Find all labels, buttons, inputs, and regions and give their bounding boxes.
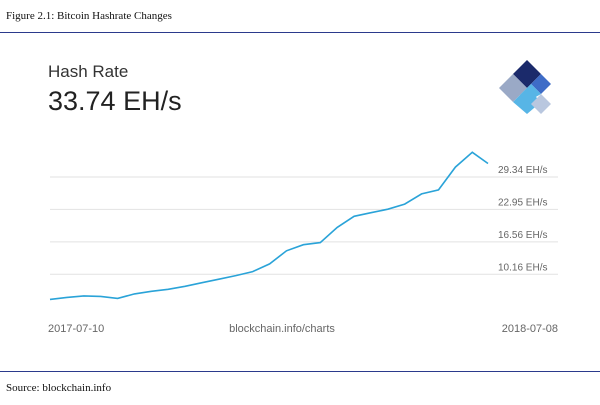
x-label-end: 2018-07-08: [502, 323, 558, 335]
y-tick-label: 29.34 EH/s: [498, 165, 547, 176]
hash-rate-chart: 10.16 EH/s 16.56 EH/s 22.95 EH/s 29.34 EH/s…: [48, 151, 558, 335]
hash-rate-series-line: [49, 151, 489, 301]
y-tick-label: 10.16 EH/s: [498, 262, 547, 273]
hash-rate-value: 33.74 EH/s: [48, 86, 182, 116]
figure-source: Source: blockchain.info: [6, 382, 112, 394]
figure-caption: Figure 2.1: Bitcoin Hashrate Changes: [6, 10, 172, 22]
x-label-start: 2017-07-10: [48, 323, 104, 335]
x-label-source: blockchain.info/charts: [229, 323, 335, 335]
chart-card: Hash Rate 33.74 EH/s 10.16 EH/s 16.56 EH/…: [18, 38, 582, 358]
top-rule: [0, 32, 600, 33]
y-tick-label: 22.95 EH/s: [498, 197, 547, 208]
y-tick-label: 16.56 EH/s: [498, 230, 547, 241]
blockchain-logo-icon: [499, 60, 551, 114]
hash-rate-title: Hash Rate: [48, 62, 129, 81]
bottom-rule: [0, 371, 600, 372]
